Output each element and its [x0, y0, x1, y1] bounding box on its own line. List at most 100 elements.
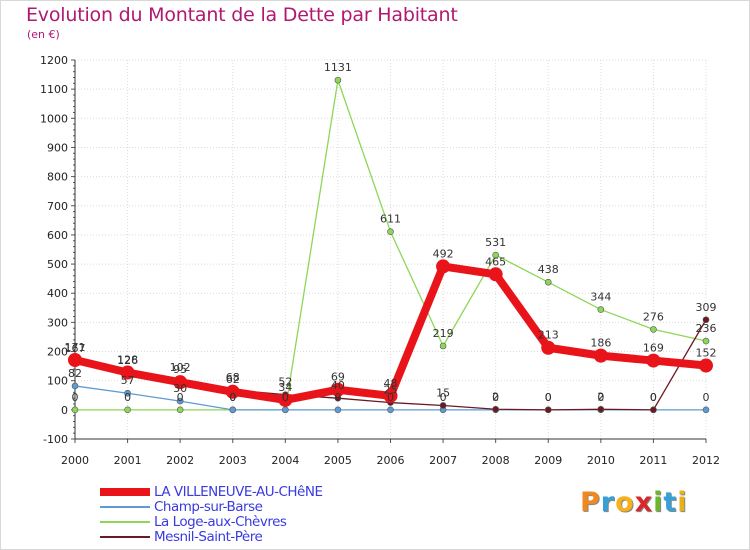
data-label: 40 — [331, 379, 345, 392]
data-point — [176, 406, 184, 414]
data-point — [646, 353, 661, 368]
x-tick-label: 2007 — [429, 454, 457, 467]
x-tick-label: 2005 — [324, 454, 352, 467]
data-point — [702, 406, 710, 414]
legend-label: Champ-sur-Barse — [154, 498, 263, 515]
data-point — [173, 375, 188, 390]
data-label: 171 — [65, 341, 86, 354]
data-label: 0 — [229, 391, 236, 404]
legend-label: La Loge-aux-Chèvres — [154, 513, 287, 530]
x-tick-label: 2008 — [482, 454, 510, 467]
data-label: 0 — [282, 391, 289, 404]
logo-letter: r — [600, 487, 616, 518]
x-tick-label: 2002 — [166, 454, 194, 467]
data-label: 0 — [72, 391, 79, 404]
data-label: 2 — [492, 390, 499, 403]
chart-unit-label: (en €) — [27, 28, 60, 41]
logo-letter: o — [615, 487, 635, 518]
y-tick-label: 900 — [47, 141, 68, 154]
data-label: 219 — [433, 327, 454, 340]
data-point — [597, 405, 605, 413]
data-point — [387, 406, 394, 414]
data-point — [229, 406, 237, 414]
x-tick-label: 2010 — [587, 454, 615, 467]
data-label: 102 — [170, 361, 191, 374]
data-label: 611 — [380, 213, 401, 226]
x-tick-label: 2000 — [61, 454, 89, 467]
logo-letter: i — [677, 487, 688, 518]
y-tick-label: 1200 — [40, 54, 68, 67]
data-point — [650, 406, 657, 414]
data-label: 0 — [650, 391, 657, 404]
y-tick-label: 300 — [47, 316, 68, 329]
data-label: 57 — [121, 374, 135, 387]
data-point — [439, 342, 447, 350]
data-label: 15 — [436, 386, 450, 399]
data-point — [544, 406, 552, 414]
data-label: 2 — [597, 390, 604, 403]
data-point — [278, 392, 293, 407]
data-point — [383, 388, 398, 403]
data-label: 0 — [545, 391, 552, 404]
logo-letter: t — [663, 487, 678, 518]
legend-item: La Loge-aux-Chèvres — [100, 513, 323, 530]
data-label: 128 — [117, 354, 138, 367]
x-tick-label: 2006 — [377, 454, 405, 467]
data-point — [334, 76, 342, 84]
y-tick-label: 1000 — [40, 112, 68, 125]
y-tick-label: 1100 — [40, 83, 68, 96]
data-label: 1131 — [324, 61, 352, 74]
logo-letter: x — [634, 487, 654, 518]
data-point — [71, 382, 79, 390]
x-tick-label: 2011 — [639, 454, 667, 467]
data-point — [436, 259, 451, 274]
data-point — [488, 267, 503, 282]
logo-letter: i — [653, 487, 664, 518]
y-tick-label: 700 — [47, 200, 68, 213]
legend-item: LA VILLENEUVE-AU-CHêNE — [100, 483, 323, 500]
data-point — [541, 340, 556, 355]
data-point — [492, 405, 499, 413]
data-label: 309 — [696, 301, 717, 314]
x-tick-label: 2004 — [271, 454, 299, 467]
legend-swatch — [100, 520, 150, 523]
logo-letter: P — [580, 487, 601, 518]
data-label: 0 — [177, 391, 184, 404]
data-point — [120, 365, 135, 380]
legend-item: Mesnil-Saint-Père — [100, 528, 323, 545]
data-label: 68 — [226, 371, 240, 384]
data-point — [650, 326, 657, 333]
data-point — [439, 402, 447, 409]
data-point — [699, 358, 713, 373]
data-label: 69 — [331, 371, 345, 384]
y-tick-label: 400 — [47, 287, 68, 300]
y-tick-label: 100 — [47, 375, 68, 388]
data-label: 0 — [124, 391, 131, 404]
data-label: 0 — [282, 391, 289, 404]
y-tick-label: 500 — [47, 258, 68, 271]
legend-swatch — [100, 487, 150, 496]
data-label: 344 — [590, 291, 611, 304]
data-point — [702, 316, 710, 324]
data-label: 0 — [229, 391, 236, 404]
data-point — [702, 337, 710, 345]
data-label: 531 — [485, 236, 506, 249]
data-point — [282, 406, 289, 414]
legend-label: Mesnil-Saint-Père — [154, 528, 263, 545]
legend-swatch — [100, 535, 150, 538]
x-tick-label: 2012 — [692, 454, 720, 467]
data-label: 48 — [384, 377, 398, 390]
x-tick-label: 2009 — [534, 454, 562, 467]
data-point — [544, 278, 552, 286]
data-label: 34 — [278, 381, 292, 394]
data-label: 0 — [334, 391, 341, 404]
data-label: 276 — [643, 310, 664, 323]
legend-label: LA VILLENEUVE-AU-CHêNE — [154, 483, 323, 500]
data-label: 438 — [538, 263, 559, 276]
data-label: 0 — [492, 391, 499, 404]
data-label: 82 — [68, 367, 82, 380]
y-tick-label: 0 — [61, 404, 68, 417]
y-tick-label: 600 — [47, 229, 68, 242]
data-label: 0 — [597, 391, 604, 404]
